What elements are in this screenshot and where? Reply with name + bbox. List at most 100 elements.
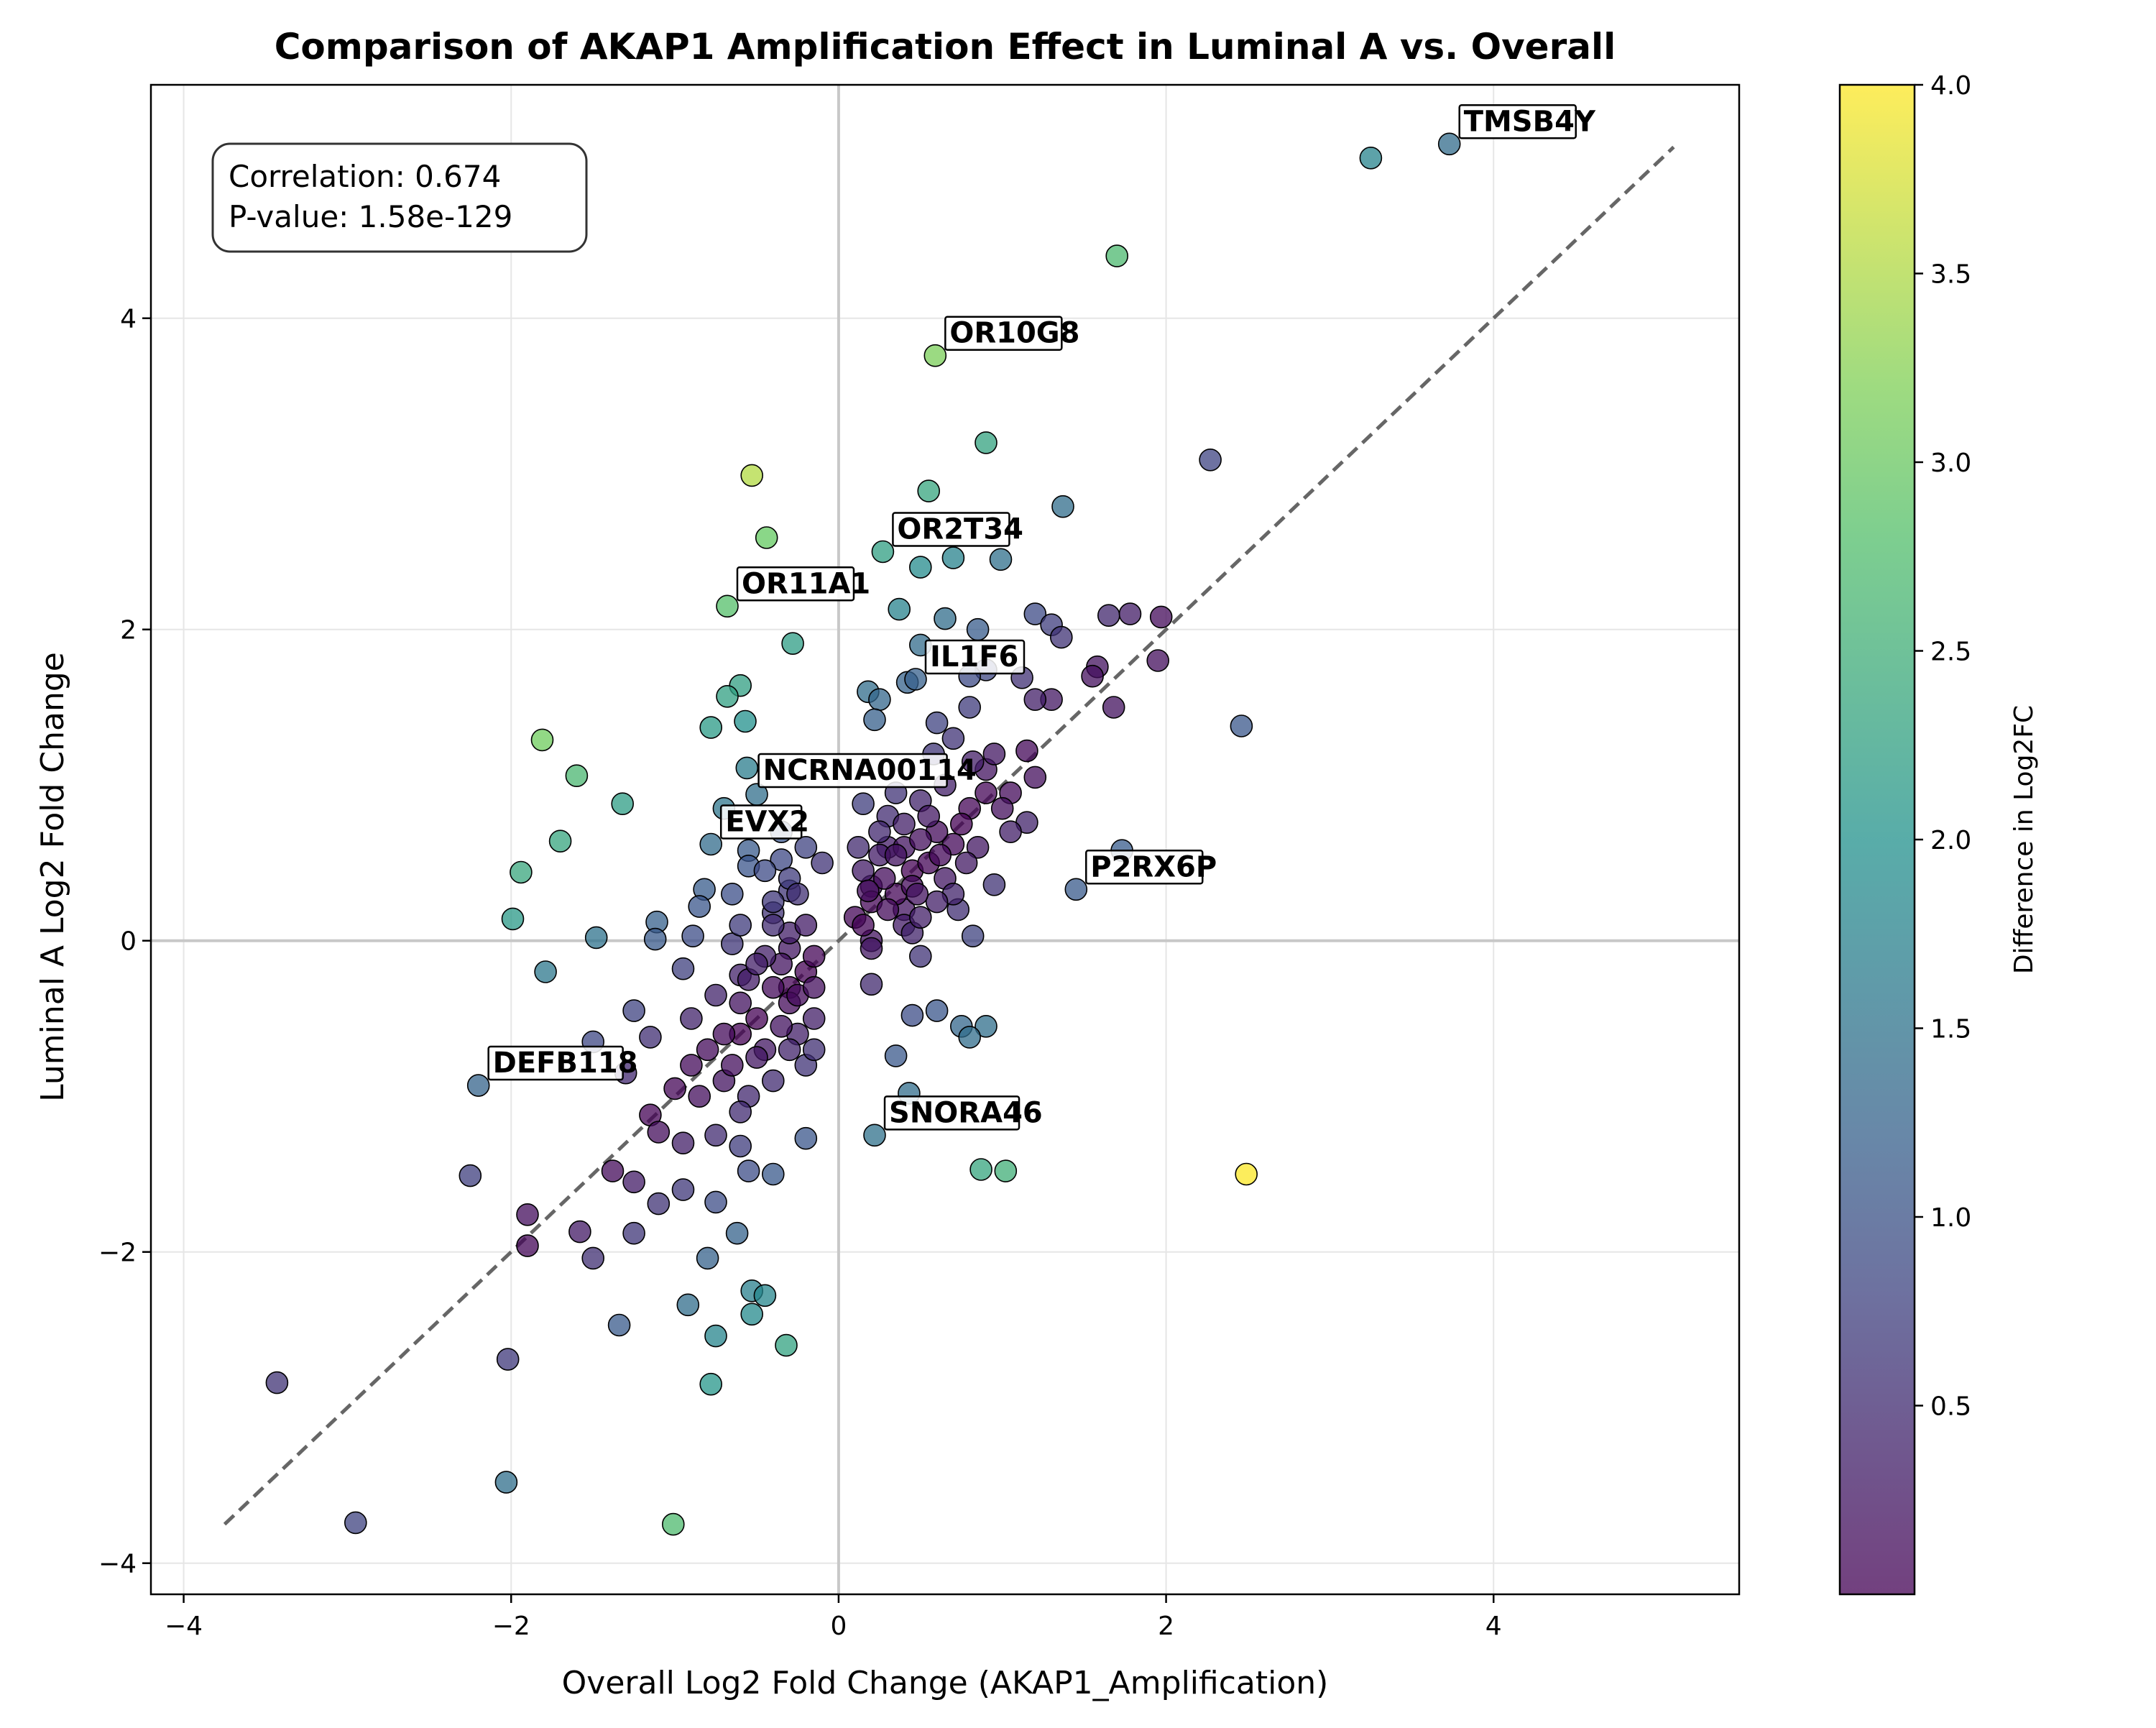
scatter-point <box>1097 604 1120 628</box>
scatter-point <box>1359 147 1383 170</box>
colorbar-tick-label: 2.5 <box>1930 638 1971 667</box>
scatter-point <box>958 1026 981 1049</box>
colorbar-tick-label: 1.0 <box>1930 1203 1971 1233</box>
scatter-point <box>1102 696 1125 719</box>
scatter-point <box>909 945 932 968</box>
scatter-point <box>994 1159 1018 1182</box>
scatter-point <box>680 1054 703 1077</box>
scatter-point <box>699 1372 723 1396</box>
scatter-point <box>868 688 891 712</box>
scatter-point <box>762 1162 785 1186</box>
scatter-point <box>344 1511 367 1535</box>
scatter-point <box>611 792 635 815</box>
scatter-point <box>990 796 1014 820</box>
gene-label: NCRNA00114 <box>763 754 977 787</box>
scatter-point <box>712 1022 736 1046</box>
y-tick-label: −4 <box>98 1550 137 1579</box>
gene-label: OR10G8 <box>949 317 1079 350</box>
scatter-point <box>720 883 744 906</box>
scatter-point <box>802 975 826 999</box>
scatter-point <box>565 764 589 787</box>
scatter-point <box>671 1178 695 1201</box>
scatter-point <box>720 1054 744 1077</box>
colorbar-ticks: 0.5 1.0 1.5 2.0 2.5 3.0 3.5 4.0 <box>1915 71 1971 1422</box>
x-tick-label: 0 <box>830 1612 847 1641</box>
scatter-point <box>770 1015 793 1038</box>
scatter-point <box>884 1044 908 1067</box>
scatter-point <box>729 1100 752 1123</box>
scatter-point <box>1105 244 1128 267</box>
scatter-point <box>1230 714 1253 737</box>
scatter-point <box>688 1085 711 1108</box>
scatter-point <box>740 464 763 487</box>
scatter-point <box>720 932 744 955</box>
scatter-point <box>745 1046 768 1069</box>
x-tick-label: −2 <box>492 1612 530 1641</box>
scatter-point <box>929 843 952 867</box>
scatter-point <box>639 1026 662 1049</box>
scatter-point <box>568 1220 591 1244</box>
scatter-point <box>852 914 875 937</box>
scatter-point <box>740 1302 763 1326</box>
gene-label-box <box>944 316 1063 351</box>
scatter-point <box>770 848 793 871</box>
scatter-point <box>737 1159 760 1182</box>
scatter-point <box>982 743 1006 766</box>
scatter-point <box>1064 878 1088 901</box>
gene-label: P2RX6P <box>1090 850 1217 883</box>
scatter-point <box>762 1069 785 1093</box>
scatter-point <box>781 632 804 656</box>
stats-box: Correlation: 0.674 P-value: 1.58e-129 <box>211 142 588 253</box>
scatter-point <box>745 952 768 975</box>
gene-label-box <box>736 566 855 602</box>
scatter-point <box>888 597 911 621</box>
scatter-point <box>857 879 880 903</box>
scatter-point <box>753 859 777 883</box>
scatter-point <box>961 750 985 773</box>
scatter-point <box>755 526 778 549</box>
plot-frame <box>149 83 1741 1596</box>
scatter-point <box>1050 625 1073 649</box>
scatter-point <box>704 1123 727 1147</box>
scatter-point <box>548 829 572 852</box>
scatter-point <box>704 983 727 1007</box>
scatter-point <box>601 1159 625 1182</box>
scatter-point <box>934 607 957 630</box>
scatter-point <box>762 914 785 937</box>
scatter-point <box>941 727 965 750</box>
scatter-point <box>925 999 949 1022</box>
scatter-point <box>716 594 739 618</box>
y-tick-label: 4 <box>120 305 137 334</box>
scatter-point <box>729 914 752 937</box>
scatter-point <box>852 792 875 815</box>
colorbar-tick-label: 1.5 <box>1930 1015 1971 1044</box>
scatter-point <box>794 836 818 859</box>
scatter-point <box>906 883 929 906</box>
scatter-point <box>989 548 1013 571</box>
scatter-point <box>868 820 891 843</box>
scatter-point <box>725 1221 749 1245</box>
y-axis-ticks: −4 −2 0 2 4 <box>98 305 151 1579</box>
scatter-point <box>786 883 809 906</box>
gene-label: IL1F6 <box>930 640 1018 674</box>
scatter-point <box>663 1077 686 1100</box>
colorbar-scale <box>1838 83 1916 1596</box>
scatter-point <box>584 926 608 950</box>
p-value-text: P-value: 1.58e-129 <box>229 199 512 234</box>
scatter-point <box>917 479 940 502</box>
scatter-point <box>966 617 990 641</box>
scatter-point <box>762 890 785 914</box>
colorbar-tick-label: 3.5 <box>1930 260 1971 290</box>
scatter-point <box>699 716 723 739</box>
scatter-point <box>265 1371 289 1394</box>
scatter-point <box>516 1203 539 1226</box>
scatter-point <box>516 1234 539 1257</box>
scatter-point <box>876 898 900 922</box>
colorbar-tick-label: 3.0 <box>1930 449 1971 478</box>
scatter-point <box>753 1284 777 1308</box>
scatter-point <box>941 546 965 569</box>
scatter-point <box>1149 605 1173 629</box>
scatter-point <box>961 924 985 947</box>
scatter-point <box>847 836 870 859</box>
